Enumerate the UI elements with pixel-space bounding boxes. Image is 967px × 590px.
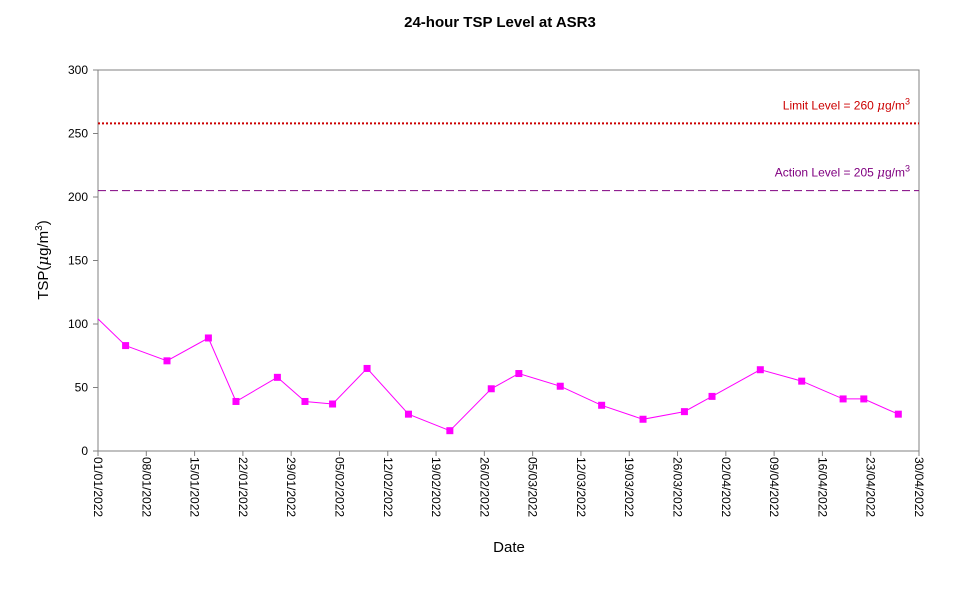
data-point (329, 400, 337, 408)
y-tick-label: 0 (81, 444, 88, 458)
y-label-suffix: ) (35, 220, 52, 225)
data-point (680, 408, 688, 416)
y-label-sup: 3 (34, 225, 45, 231)
y-tick-label: 200 (68, 190, 88, 204)
data-point (232, 397, 240, 405)
x-tick-label: 15/01/2022 (188, 457, 202, 517)
y-tick-label: 100 (68, 317, 88, 331)
data-point (487, 385, 495, 393)
y-tick-label: 300 (68, 63, 88, 77)
data-point (839, 395, 847, 403)
x-tick-label: 02/04/2022 (719, 457, 733, 517)
x-tick-label: 12/03/2022 (574, 457, 588, 517)
data-point (204, 334, 212, 342)
limit-level-label: Limit Level = 260 μg/m3 (783, 96, 910, 112)
x-tick-label: 12/02/2022 (381, 457, 395, 517)
y-tick-label: 250 (68, 127, 88, 141)
action-label-text: Action Level = 205 (775, 166, 877, 180)
data-point (273, 373, 281, 381)
y-tick-label: 50 (75, 381, 89, 395)
x-tick-label: 26/03/2022 (671, 457, 685, 517)
data-point (404, 410, 412, 418)
x-tick-label: 01/01/2022 (91, 457, 105, 517)
data-point (446, 427, 454, 435)
x-axis: 01/01/2022 08/01/2022 15/01/2022 22/01/2022… (91, 451, 926, 517)
plot-area (97, 69, 920, 452)
x-axis-label: Date (493, 539, 525, 556)
x-tick-label: 19/03/2022 (622, 457, 636, 517)
action-label-sup: 3 (905, 164, 910, 174)
data-point (363, 364, 371, 372)
limit-label-mu: μ (877, 98, 885, 112)
x-tick-label: 22/01/2022 (236, 457, 250, 517)
x-tick-label: 05/03/2022 (526, 457, 540, 517)
y-axis-label: TSP(μg/m3) (34, 220, 52, 300)
data-point (798, 377, 806, 385)
limit-label-sup: 3 (905, 96, 910, 106)
x-tick-label: 19/02/2022 (429, 457, 443, 517)
y-axis: 0 50 100 150 200 250 300 (68, 63, 98, 458)
y-tick-label: 150 (68, 254, 88, 268)
limit-label-text: Limit Level = 260 (783, 98, 877, 112)
x-tick-label: 16/04/2022 (815, 457, 829, 517)
action-level-label: Action Level = 205 μg/m3 (775, 164, 910, 180)
x-tick-label: 23/04/2022 (864, 457, 878, 517)
series-layer (97, 318, 902, 435)
action-label-unit: g/m (885, 166, 905, 180)
data-point (301, 397, 309, 405)
data-point (598, 401, 606, 409)
data-point (163, 357, 171, 365)
action-label-mu: μ (877, 166, 885, 180)
data-point (894, 410, 902, 418)
y-label-prefix: TSP( (35, 266, 52, 300)
x-tick-label: 09/04/2022 (767, 457, 781, 517)
series-line (97, 318, 899, 432)
y-label-unit: g/m (35, 231, 52, 256)
data-point (122, 342, 130, 350)
data-point (639, 415, 647, 423)
data-point (556, 382, 564, 390)
x-tick-label: 05/02/2022 (332, 457, 346, 517)
x-tick-label: 08/01/2022 (139, 457, 153, 517)
data-point (860, 395, 868, 403)
x-tick-label: 30/04/2022 (912, 457, 926, 517)
data-point (708, 392, 716, 400)
x-tick-label: 26/02/2022 (477, 457, 491, 517)
chart-title: 24-hour TSP Level at ASR3 (404, 14, 596, 31)
data-point (756, 366, 764, 374)
x-tick-label: 29/01/2022 (284, 457, 298, 517)
data-point (515, 370, 523, 378)
y-label-mu: μ (34, 256, 52, 266)
limit-label-unit: g/m (885, 98, 905, 112)
